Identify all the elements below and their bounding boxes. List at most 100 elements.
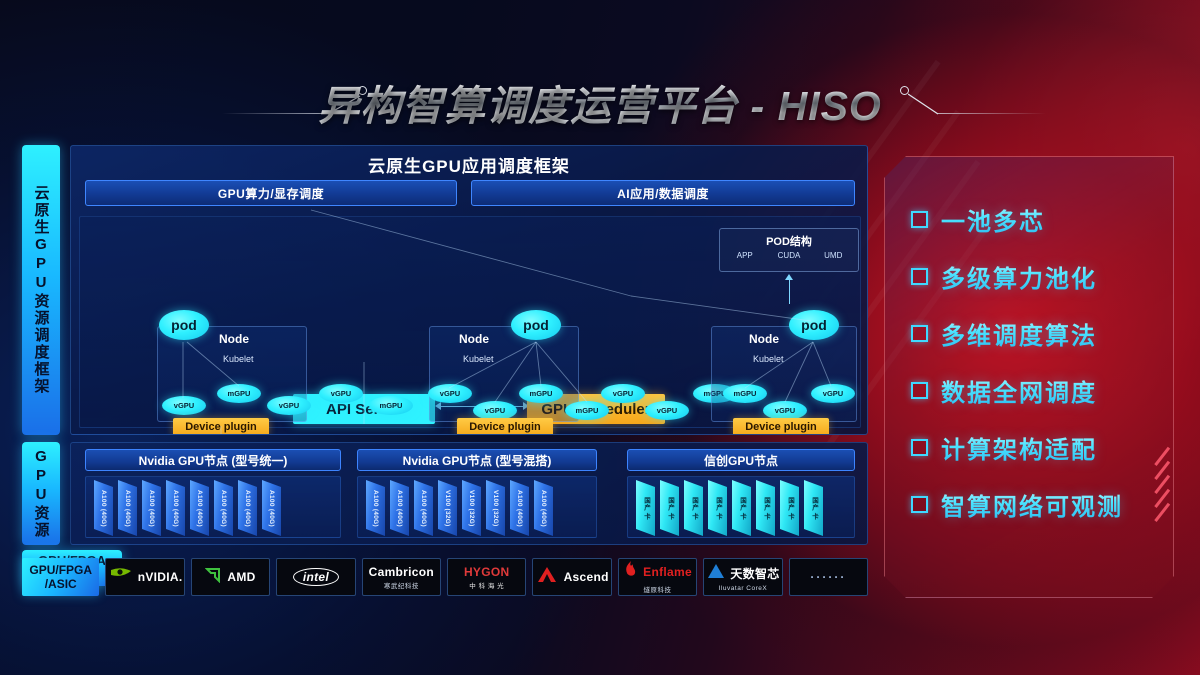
vgpu-label: vGPU (822, 389, 844, 398)
vendor-logo-nvidia-[interactable]: nVIDIA. (105, 558, 185, 596)
vendor-gpu-fpga-asic-label: GPU/FPGA/ASIC (22, 558, 100, 596)
vgpu-bubble-1a[interactable]: vGPU (162, 396, 206, 415)
vgpu-label: vGPU (439, 389, 461, 398)
gpu-card-label: A100 (40G) (196, 489, 203, 527)
vendor-row: Enflame (623, 560, 692, 583)
vendor-logo-cambricon[interactable]: Cambricon 寒武纪科技 (361, 558, 442, 596)
vendor-logo-ascend[interactable]: Ascend (532, 558, 612, 596)
vendor-logo-intel[interactable]: intel (276, 558, 356, 596)
gpu-card[interactable]: A100 (40G) (262, 480, 281, 536)
vgpu-bubble-2b[interactable]: vGPU (473, 401, 517, 420)
vendor-logo-enflame[interactable]: Enflame 燧原科技 (617, 558, 698, 596)
gpu-card[interactable]: 国产 卡 (756, 480, 775, 536)
gpu-card[interactable]: 国产 卡 (684, 480, 703, 536)
mgpu-label: mGPU (379, 401, 403, 410)
device-plugin-label-2: Device plugin (469, 421, 541, 433)
gpu-card[interactable]: 国产 卡 (708, 480, 727, 536)
gpu-card-label: A100 (40G) (124, 489, 131, 527)
gpu-card[interactable]: A100 (40G) (534, 480, 553, 536)
vgpu-label: vGPU (656, 406, 678, 415)
gpu-card-label: A100 (40G) (396, 489, 403, 527)
mgpu-bubble-1e[interactable]: mGPU (369, 396, 413, 415)
gpu-card-label: A100 (40G) (100, 489, 107, 527)
gpu-card[interactable]: A100 (40G) (94, 480, 113, 536)
device-plugin-1[interactable]: Device plugin (173, 418, 269, 434)
pod-bubble-2[interactable]: pod (511, 310, 561, 340)
mgpu-bubble-2c[interactable]: mGPU (519, 384, 563, 403)
subbar-ai-data[interactable]: AI应用/数据调度 (471, 180, 855, 206)
device-plugin-label-1: Device plugin (185, 421, 257, 433)
mgpu-label: mGPU (704, 389, 727, 398)
vgpu-bubble-1d[interactable]: vGPU (319, 384, 363, 403)
gpu-card[interactable]: V100 (32G) (462, 480, 481, 536)
gpu-card[interactable]: A100 (40G) (118, 480, 137, 536)
gpu-card[interactable]: V100 (32G) (438, 480, 457, 536)
gpu-resource-panel: Nvidia GPU节点 (型号统一) Nvidia GPU节点 (型号混搭) … (70, 442, 868, 545)
vgpu-bubble-3b[interactable]: vGPU (763, 401, 807, 420)
gpu-card-label: A100 (40G) (420, 489, 427, 527)
gpu-card[interactable]: A100 (40G) (166, 480, 185, 536)
vendor-name: Cambricon (368, 564, 435, 579)
gpu-card[interactable]: V100 (32G) (486, 480, 505, 536)
mgpu-bubble-3a[interactable]: mGPU (723, 384, 767, 403)
gpu-group-title-3[interactable]: 信创GPU节点 (627, 449, 855, 471)
feature-item-2[interactable]: 多级算力池化 (911, 248, 1173, 305)
kubelet-label-1: Kubelet (223, 354, 254, 364)
vgpu-label: vGPU (612, 389, 634, 398)
subbar-gpu-compute[interactable]: GPU算力/显存调度 (85, 180, 457, 206)
mgpu-bubble-2d[interactable]: mGPU (565, 401, 609, 420)
gpu-card[interactable]: A100 (40G) (142, 480, 161, 536)
feature-item-3[interactable]: 多维调度算法 (911, 305, 1173, 362)
kubelet-label-3: Kubelet (753, 354, 784, 364)
arrow-head-up (785, 274, 793, 280)
mgpu-bubble-1b[interactable]: mGPU (217, 384, 261, 403)
gpu-card[interactable]: 国产 卡 (660, 480, 679, 536)
device-plugin-3[interactable]: Device plugin (733, 418, 829, 434)
node-label-3: Node (749, 332, 779, 346)
gpu-group-title-2[interactable]: Nvidia GPU节点 (型号混搭) (357, 449, 597, 471)
gpu-card[interactable]: A100 (40G) (390, 480, 409, 536)
gpu-card-well-1: A100 (40G) A100 (40G) A100 (40G) A100 (40G)… (85, 476, 341, 538)
feature-item-4[interactable]: 数据全网调度 (911, 362, 1173, 419)
gpu-card-label: 国产 卡 (810, 496, 818, 520)
vgpu-bubble-2e[interactable]: vGPU (601, 384, 645, 403)
gpu-card-label: A100 (40G) (148, 489, 155, 527)
gpu-card-label: A100 (40G) (268, 489, 275, 527)
pod-bubble-1[interactable]: pod (159, 310, 209, 340)
device-plugin-2[interactable]: Device plugin (457, 418, 553, 434)
vendor-more[interactable]: ······ (788, 558, 869, 596)
gpu-card[interactable]: 国产 卡 (780, 480, 799, 536)
sidebar-item-gpu-resource[interactable]: GPU资源 (22, 442, 60, 545)
gpu-group-title-1[interactable]: Nvidia GPU节点 (型号统一) (85, 449, 341, 471)
vendor-logo-hygon[interactable]: HYGON 中 科 海 光 (447, 558, 527, 596)
vendor-logo-天数智芯[interactable]: 天数智芯 Iluvatar CoreX (703, 558, 783, 596)
vendor-subname: 燧原科技 (643, 587, 672, 594)
sidebar-item-cloud-native-gpu[interactable]: 云原生GPU资源调度框架 (22, 145, 60, 435)
gpu-card[interactable]: A100 (40G) (414, 480, 433, 536)
gpu-card[interactable]: A100 (40G) (510, 480, 529, 536)
vendor-logo-row: GPU/FPGA/ASIC nVIDIA. AMD intel Cambricon 寒武纪… (22, 558, 869, 596)
pod-bubble-3[interactable]: pod (789, 310, 839, 340)
gpu-card[interactable]: A100 (40G) (238, 480, 257, 536)
gpu-card-label: 国产 卡 (762, 496, 770, 520)
feature-item-6[interactable]: 智算网络可观测 (911, 476, 1173, 533)
gpu-card[interactable]: A100 (40G) (214, 480, 233, 536)
feature-label: 一池多芯 (941, 202, 1045, 237)
vgpu-bubble-1c[interactable]: vGPU (267, 396, 311, 415)
api-server-node[interactable]: API Server (293, 394, 435, 424)
feature-item-1[interactable]: 一池多芯 (911, 191, 1173, 248)
gpu-card[interactable]: A100 (40G) (190, 480, 209, 536)
node-label-1: Node (219, 332, 249, 346)
gpu-card[interactable]: 国产 卡 (732, 480, 751, 536)
vgpu-bubble-2f[interactable]: vGPU (645, 401, 689, 420)
vgpu-bubble-3c[interactable]: vGPU (811, 384, 855, 403)
gpu-card[interactable]: 国产 卡 (804, 480, 823, 536)
pod-label-1: pod (171, 317, 197, 333)
vendor-logo-amd[interactable]: AMD (190, 558, 271, 596)
gpu-card[interactable]: 国产 卡 (636, 480, 655, 536)
gpu-card[interactable]: A100 (40G) (366, 480, 385, 536)
feature-item-5[interactable]: 计算架构适配 (911, 419, 1173, 476)
vgpu-bubble-2a[interactable]: vGPU (428, 384, 472, 403)
checkbox-icon (911, 382, 928, 399)
panel-edge-stripes-icon (1151, 449, 1169, 537)
